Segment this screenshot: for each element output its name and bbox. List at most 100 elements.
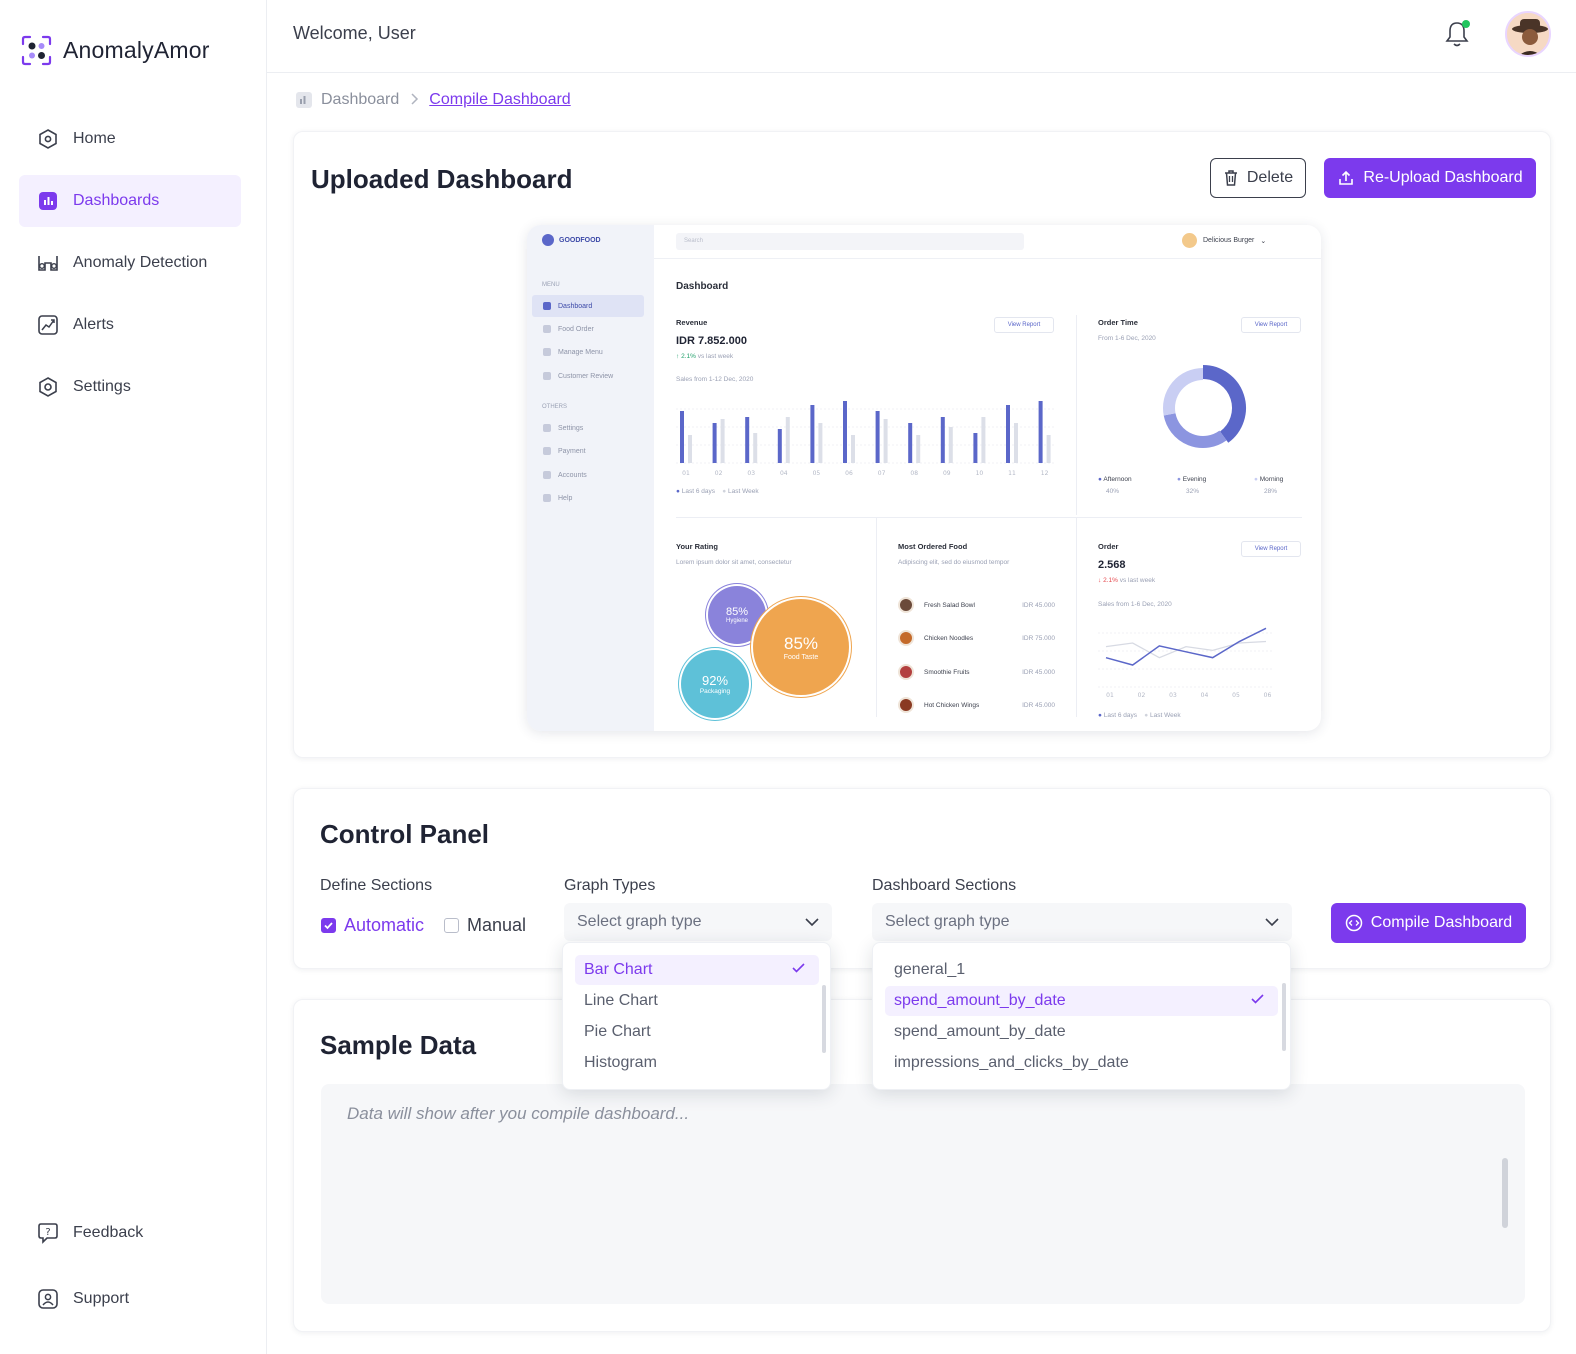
preview-brand-name: GOODFOOD — [559, 236, 601, 244]
sidebar-item-support[interactable]: Support — [19, 1273, 241, 1325]
chevron-right-icon — [409, 92, 419, 108]
preview-food-name: Hot Chicken Wings — [924, 701, 980, 709]
preview-menu-label: Payment — [558, 447, 586, 455]
gear-icon — [37, 376, 59, 398]
preview-food-name: Fresh Salad Bowl — [924, 601, 975, 609]
preview-rating-sub: Lorem ipsum dolor sit amet, consectetur — [676, 559, 792, 566]
breadcrumb-current[interactable]: Compile Dashboard — [429, 91, 571, 108]
preview-tick-label: 12 — [1041, 470, 1049, 477]
avatar[interactable] — [1505, 11, 1551, 57]
dashboard-sections-select[interactable]: Select graph type — [872, 903, 1292, 941]
preview-donut-legend: ● Morning — [1254, 476, 1283, 483]
preview-bar-lastweek — [981, 417, 986, 463]
preview-brand: GOODFOOD — [542, 234, 601, 246]
top-header: Welcome, User — [267, 0, 1576, 73]
trash-icon — [1224, 170, 1237, 186]
sidebar-item-label: Support — [73, 1290, 130, 1307]
sample-data-scrollbar[interactable] — [1502, 1158, 1508, 1228]
dashboard-preview: GOODFOOD MENU Dashboard Food Order Manag… — [527, 225, 1321, 731]
preview-bar-last6 — [843, 401, 847, 463]
dropdown-scrollbar[interactable] — [822, 985, 826, 1053]
preview-tick-label: 11 — [1008, 470, 1016, 477]
preview-bar-lastweek — [851, 435, 855, 463]
preview-revenue-legend: ● Last 6 days ● Last Week — [676, 488, 759, 495]
preview-menu-label: Customer Review — [558, 372, 614, 380]
preview-bar-last6 — [745, 417, 750, 463]
app-logo[interactable]: AnomalyAmor — [20, 34, 210, 67]
manual-checkbox[interactable]: Manual — [444, 915, 526, 936]
preview-tick-label: 04 — [780, 470, 788, 477]
dropdown-option-spend-amount-by-date-2[interactable]: spend_amount_by_date — [885, 1017, 1278, 1047]
preview-donut-legend: ● Afternoon — [1098, 476, 1132, 483]
breadcrumb-root[interactable]: Dashboard — [295, 91, 399, 109]
svg-text:?: ? — [45, 1227, 50, 1238]
preview-review-icon — [543, 372, 551, 380]
alert-chart-icon — [37, 314, 59, 336]
preview-menu-label: Dashboard — [558, 302, 593, 310]
preview-bar-lastweek — [883, 419, 888, 463]
preview-food-row: Hot Chicken Wings IDR 45.000 — [898, 697, 1055, 713]
preview-menu-item: Settings — [532, 417, 644, 439]
sidebar-item-settings[interactable]: Settings — [19, 361, 241, 413]
preview-tick-label: 01 — [682, 470, 690, 477]
preview-bar-lastweek — [1014, 423, 1018, 463]
preview-bar-lastweek — [688, 435, 692, 463]
dropdown-option-line-chart[interactable]: Line Chart — [575, 986, 819, 1016]
preview-bar-last6 — [1006, 405, 1010, 463]
welcome-text: Welcome, User — [293, 23, 416, 43]
dropdown-scrollbar[interactable] — [1282, 983, 1286, 1051]
preview-up-arrow-icon: ↑ — [676, 353, 682, 360]
preview-food-price: IDR 45.000 — [1022, 701, 1055, 709]
define-sections-label: Define Sections — [320, 877, 433, 894]
sidebar-item-feedback[interactable]: ? Feedback — [19, 1207, 241, 1259]
sidebar-item-anomaly-detection[interactable]: Anomaly Detection — [19, 237, 241, 289]
dropdown-option-histogram[interactable]: Histogram — [575, 1048, 819, 1078]
preview-bar-last6 — [973, 433, 978, 463]
notification-button[interactable] — [1444, 20, 1472, 50]
preview-food-icon — [898, 630, 914, 646]
check-icon — [792, 963, 805, 973]
preview-food-icon — [898, 697, 914, 713]
preview-legend-dot: ● — [1098, 712, 1102, 719]
preview-most-ordered-label: Most Ordered Food — [898, 542, 968, 551]
notification-dot — [1462, 20, 1470, 28]
preview-bar-last6 — [777, 429, 782, 463]
manual-label: Manual — [467, 915, 527, 935]
dropdown-option-spend-amount-by-date[interactable]: spend_amount_by_date — [885, 986, 1278, 1016]
sample-data-area[interactable]: Data will show after you compile dashboa… — [321, 1084, 1525, 1304]
feedback-icon: ? — [37, 1222, 59, 1244]
uploaded-dashboard-card: Uploaded Dashboard Delete Re-Upload Dash… — [293, 131, 1551, 758]
compile-dashboard-button[interactable]: Compile Dashboard — [1331, 903, 1526, 943]
dropdown-option-general-1[interactable]: general_1 — [885, 955, 1278, 985]
dropdown-option-impressions-and-clicks-by-date[interactable]: impressions_and_clicks_by_date — [885, 1048, 1278, 1078]
preview-order-change: ↓ 2.1% vs last week — [1098, 577, 1155, 584]
preview-menu-item: Payment — [532, 440, 644, 462]
sidebar-item-dashboards[interactable]: Dashboards — [19, 175, 241, 227]
preview-donut-slice — [1163, 412, 1227, 448]
preview-divider — [676, 517, 1302, 518]
preview-order-range: Sales from 1-6 Dec, 2020 — [1098, 601, 1172, 608]
chevron-down-icon — [1265, 918, 1279, 926]
sample-data-card: Sample Data Data will show after you com… — [293, 999, 1551, 1332]
preview-rating-value: 92% — [701, 673, 729, 688]
graph-type-select[interactable]: Select graph type — [564, 903, 832, 941]
delete-button[interactable]: Delete — [1210, 158, 1306, 198]
preview-slice-pct: 28% — [1264, 488, 1278, 495]
dropdown-option-label: spend_amount_by_date — [894, 1023, 1066, 1040]
dropdown-option-bar-chart[interactable]: Bar Chart — [575, 955, 819, 985]
control-panel-card: Control Panel Define Sections Automatic … — [293, 788, 1551, 969]
preview-tick-label: 02 — [1138, 692, 1146, 697]
sidebar-item-home[interactable]: Home — [19, 113, 241, 165]
preview-legend-dot: ● — [1098, 476, 1102, 483]
automatic-checkbox[interactable]: Automatic — [321, 915, 424, 936]
sidebar-item-alerts[interactable]: Alerts — [19, 299, 241, 351]
preview-order-line-chart: 01 02 03 04 05 06 — [1098, 627, 1274, 697]
preview-food-icon — [898, 597, 914, 613]
preview-order-value: 2.568 — [1098, 559, 1126, 571]
preview-rating-name: Food Taste — [783, 653, 819, 661]
dropdown-option-pie-chart[interactable]: Pie Chart — [575, 1017, 819, 1047]
preview-menu-icon — [543, 348, 551, 356]
preview-tick-label: 05 — [1232, 692, 1240, 697]
preview-bar-lastweek — [818, 423, 823, 463]
reupload-button[interactable]: Re-Upload Dashboard — [1324, 158, 1536, 198]
